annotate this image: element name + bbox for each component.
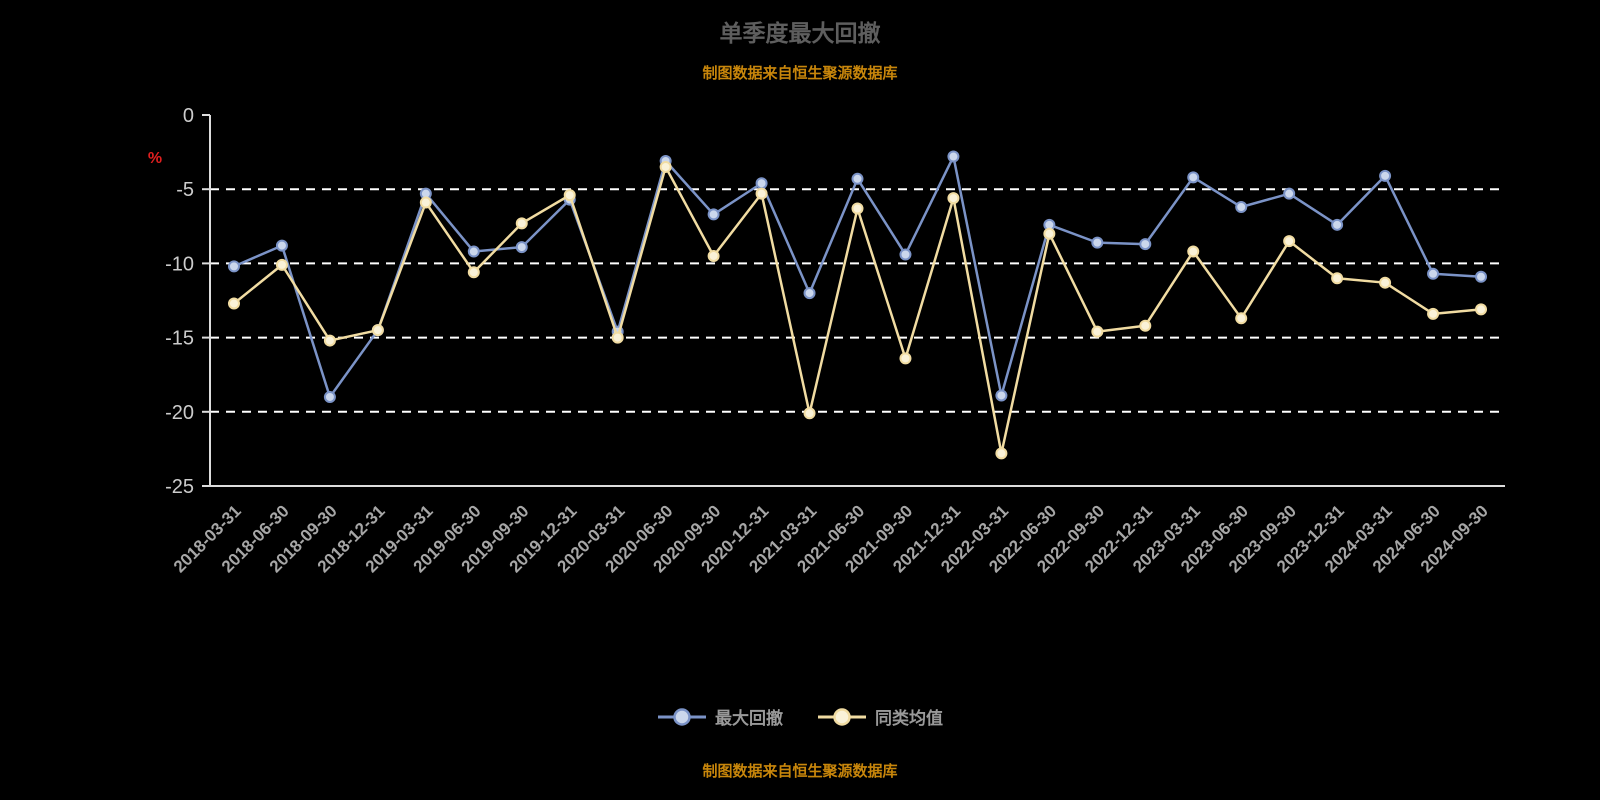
data-point-marker <box>755 177 768 190</box>
data-point-marker <box>899 248 912 261</box>
legend-item-max-drawdown[interactable]: 最大回撤 <box>657 704 783 729</box>
chart-footer-source-note: 制图数据来自恒生聚源数据库 <box>702 763 898 780</box>
series-lines <box>227 150 1488 460</box>
data-point-marker <box>755 187 768 200</box>
legend-line-marker-icon <box>818 707 866 726</box>
data-point-marker <box>1235 312 1248 325</box>
data-point-marker <box>1331 218 1344 231</box>
y-tick-label: -25 <box>165 476 194 498</box>
y-tick-label: 0 <box>183 105 194 127</box>
data-point-marker <box>803 287 816 300</box>
data-point-marker <box>1139 319 1152 332</box>
data-point-marker <box>323 334 336 347</box>
data-point-marker <box>803 407 816 420</box>
axes <box>202 114 1505 487</box>
data-point-marker <box>1091 325 1104 338</box>
data-point-marker <box>1475 270 1488 283</box>
data-point-marker <box>227 260 240 273</box>
data-point-marker <box>227 297 240 310</box>
data-point-marker <box>371 324 384 337</box>
legend: 最大回撤 同类均值 <box>0 704 1600 729</box>
legend-label-max-drawdown: 最大回撤 <box>715 709 783 728</box>
y-tick-label: -20 <box>165 402 194 424</box>
data-point-marker <box>1427 307 1440 320</box>
data-point-marker <box>707 208 720 221</box>
data-point-marker <box>899 352 912 365</box>
data-point-marker <box>515 241 528 254</box>
legend-label-category-average: 同类均值 <box>875 709 943 728</box>
data-point-marker <box>1379 276 1392 289</box>
data-point-marker <box>419 196 432 209</box>
data-point-marker <box>1475 303 1488 316</box>
y-tick-label: -15 <box>165 328 194 350</box>
data-point-marker <box>323 390 336 403</box>
data-point-marker <box>851 202 864 215</box>
gridlines <box>210 188 1505 413</box>
data-point-marker <box>659 160 672 173</box>
data-point-marker <box>1427 267 1440 280</box>
data-point-marker <box>467 245 480 258</box>
data-point-marker <box>947 192 960 205</box>
data-point-marker <box>1139 238 1152 251</box>
data-point-marker <box>467 266 480 279</box>
y-tick-label: -10 <box>165 253 194 275</box>
data-point-marker <box>1331 272 1344 285</box>
data-point-marker <box>563 189 576 202</box>
y-tick-label: -5 <box>176 179 194 201</box>
chart-subtitle-source-note: 制图数据来自恒生聚源数据库 <box>702 65 898 82</box>
data-point-marker <box>1379 169 1392 182</box>
data-point-marker <box>275 239 288 252</box>
data-point-marker <box>1235 201 1248 214</box>
y-axis-unit-label: % <box>148 150 162 167</box>
data-point-marker <box>1283 235 1296 248</box>
data-point-marker <box>707 249 720 262</box>
data-point-marker <box>1187 171 1200 184</box>
data-point-marker <box>1091 236 1104 249</box>
data-point-marker <box>995 389 1008 402</box>
data-point-marker <box>1043 227 1056 240</box>
data-point-marker <box>1187 245 1200 258</box>
data-point-marker <box>515 217 528 230</box>
chart-title: 单季度最大回撤 <box>719 20 881 46</box>
data-point-marker <box>995 447 1008 460</box>
data-point-marker <box>1283 187 1296 200</box>
legend-line-marker-icon <box>658 707 706 726</box>
data-point-marker <box>851 172 864 185</box>
x-axis-labels: 2018-03-312018-06-302018-09-302018-12-31… <box>170 501 1492 576</box>
legend-item-category-average[interactable]: 同类均值 <box>817 704 943 729</box>
y-axis-labels: 0 -5 -10 -15 -20 -25% <box>148 105 194 498</box>
data-point-marker <box>947 150 960 163</box>
data-point-marker <box>611 331 624 344</box>
data-point-marker <box>275 258 288 271</box>
